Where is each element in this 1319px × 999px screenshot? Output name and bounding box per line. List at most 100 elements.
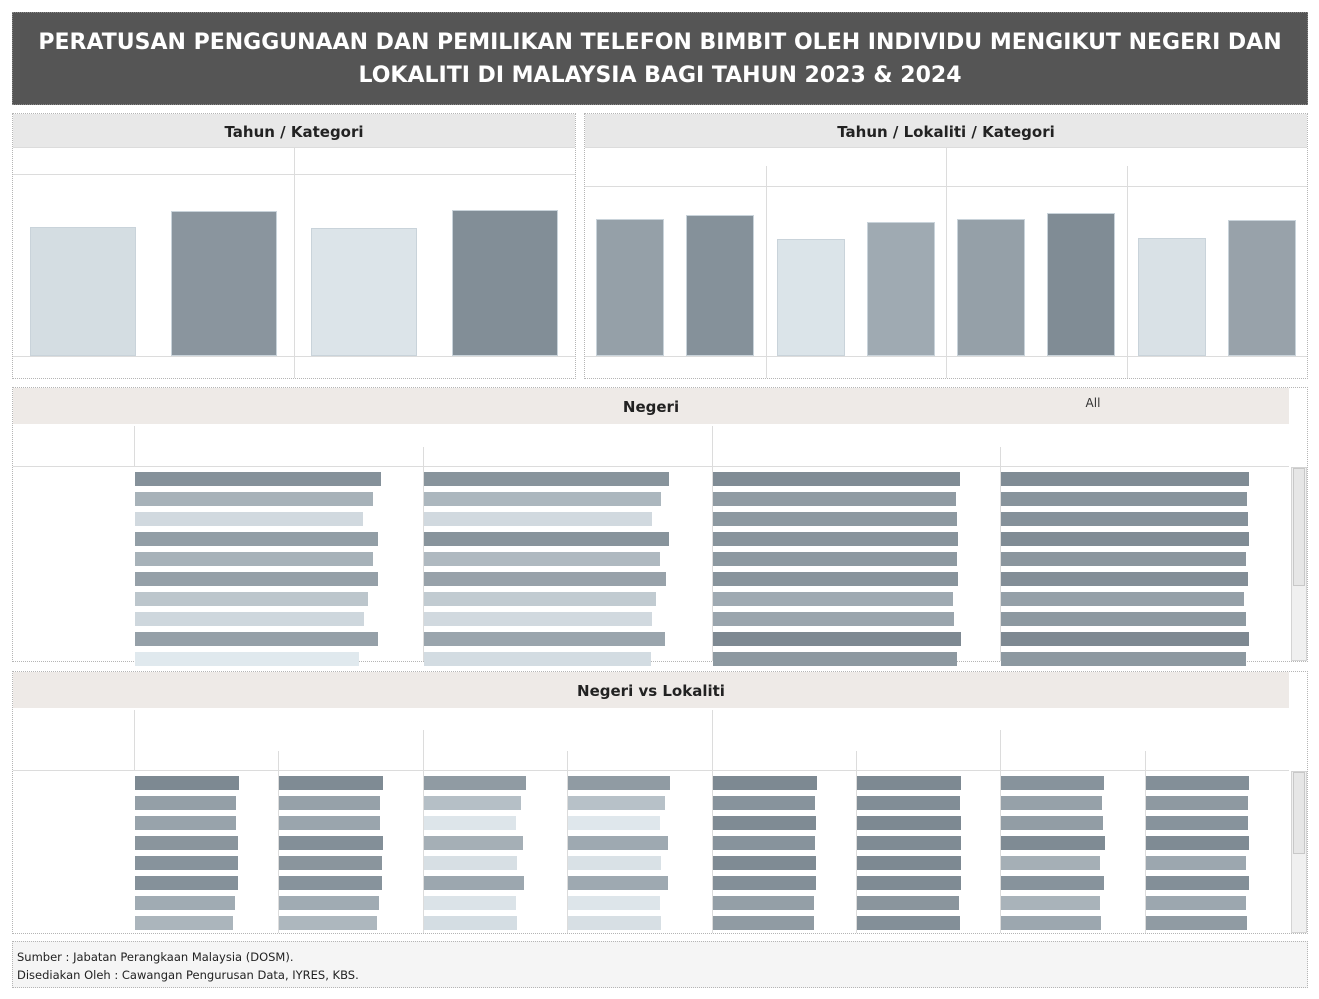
prepared-by-note: Disediakan Oleh : Cawangan Pengurusan Da… [17, 968, 359, 982]
bar-pemilikan-bandar-2023-kelantan [135, 816, 236, 830]
bar-pemilikan-luar-bandar-2023-pahang [423, 876, 524, 890]
locality-separator [765, 166, 767, 378]
negeri-section: Negeri All [12, 387, 1308, 666]
column-separator [1000, 447, 1002, 661]
negeri-filter[interactable]: All [1085, 396, 1101, 410]
bar-pemilikan-luar-bandar-2024-pahang [568, 876, 669, 890]
bar-pemilikan-2024-johor [423, 472, 670, 486]
bar-2023-pemilikan [30, 226, 137, 356]
source-note: Sumber : Jabatan Perangkaan Malaysia (DO… [17, 950, 294, 964]
bar-pemilikan-2024-pahang [423, 572, 666, 586]
bar-penggunaan-2024-pahang [1001, 572, 1249, 586]
bar-penggunaan-bandar-2023-kelantan [712, 816, 817, 830]
footer: Sumber : Jabatan Perangkaan Malaysia (DO… [12, 941, 1308, 988]
bar-pemilikan-luar-bandar-2024-perak [568, 896, 661, 910]
bar-pemilikan-luar-bandar-2024-kedah [568, 796, 665, 810]
bar-penggunaan-bandar-2023-pahang [712, 876, 816, 890]
bar-pemilikan-2024-perak [423, 592, 656, 606]
bar-penggunaan-luar-bandar-2023-perak [1001, 896, 1100, 910]
bar-pemilikan-luar-bandar-2023-johor [423, 776, 526, 790]
year-category-panel: Tahun / Kategori [12, 113, 576, 379]
bar-2023-bandar-penggunaan [686, 214, 755, 356]
column-separator [567, 751, 569, 933]
scrollbar-thumb[interactable] [1293, 468, 1305, 586]
bar-pemilikan-luar-bandar-2024-perlis [568, 916, 662, 930]
column-separator [422, 751, 424, 933]
bar-pemilikan-bandar-2024-melaka [279, 836, 383, 850]
column-separator [855, 751, 857, 933]
bar-penggunaan-2024-perak [1001, 592, 1244, 606]
bar-pemilikan-2024-sabah [423, 652, 652, 666]
bar-penggunaan-2024-melaka [1001, 532, 1249, 546]
bar-pemilikan-bandar-2024-kedah [279, 796, 381, 810]
bar-2024-luar-bandar-penggunaan [1227, 219, 1296, 356]
bar-penggunaan-bandar-2023-perlis [712, 916, 815, 930]
bar-pemilikan-bandar-2023-perak [135, 896, 235, 910]
bar-penggunaan-bandar-2024-perlis [856, 916, 961, 930]
bar-penggunaan-2023-pahang [712, 572, 959, 586]
bar-penggunaan-luar-bandar-2023-johor [1001, 776, 1105, 790]
table-scrollbar[interactable] [1291, 771, 1307, 933]
bar-penggunaan-bandar-2023-kedah [712, 796, 816, 810]
scrollbar-thumb[interactable] [1293, 772, 1305, 854]
label-column-divider [134, 426, 135, 467]
bar-pemilikan-luar-bandar-2024-johor [568, 776, 670, 790]
bar-pemilikan-luar-bandar-2023-melaka [423, 836, 523, 850]
bar-penggunaan-bandar-2024-kelantan [856, 816, 961, 830]
label-column-divider [134, 710, 135, 771]
bar-pemilikan-2023-perak [135, 592, 369, 606]
bar-pemilikan-bandar-2023-kedah [135, 796, 237, 810]
bar-pemilikan-luar-bandar-2024-kelantan [568, 816, 660, 830]
bar-pemilikan-bandar-2023-perlis [135, 916, 234, 930]
bar-penggunaan-luar-bandar-2023-kedah [1001, 796, 1103, 810]
bar-pemilikan-bandar-2023-johor [135, 776, 240, 790]
bar-2024-bandar-pemilikan [957, 219, 1026, 356]
bar-pemilikan-bandar-2024-negeri-sembilan [279, 856, 382, 870]
bar-pemilikan-2023-perlis [135, 612, 364, 626]
bar-pemilikan-luar-bandar-2023-perak [423, 896, 517, 910]
bar-penggunaan-bandar-2023-johor [712, 776, 817, 790]
bar-2024-bandar-penggunaan [1047, 213, 1116, 356]
bar-penggunaan-luar-bandar-2023-negeri-sembilan [1001, 856, 1101, 870]
bar-penggunaan-2024-kelantan [1001, 512, 1248, 526]
bar-penggunaan-2023-kelantan [712, 512, 957, 526]
bar-pemilikan-2024-perlis [423, 612, 652, 626]
bar-2023-penggunaan [170, 211, 277, 356]
bar-penggunaan-luar-bandar-2023-melaka [1001, 836, 1106, 850]
bar-penggunaan-2023-johor [712, 472, 960, 486]
bar-penggunaan-luar-bandar-2024-kelantan [1145, 816, 1249, 830]
bar-penggunaan-luar-bandar-2024-negeri-sembilan [1145, 856, 1246, 870]
bar-2023-luar-bandar-pemilikan [776, 238, 845, 356]
bar-penggunaan-bandar-2024-perak [856, 896, 960, 910]
bar-pemilikan-2023-kelantan [135, 512, 364, 526]
bar-pemilikan-2023-melaka [135, 532, 379, 546]
bar-penggunaan-luar-bandar-2023-pahang [1001, 876, 1105, 890]
group-separator [294, 147, 295, 378]
bar-pemilikan-2024-kedah [423, 492, 661, 506]
bar-penggunaan-2023-sabah [712, 652, 957, 666]
bar-penggunaan-bandar-2024-kedah [856, 796, 961, 810]
bar-pemilikan-luar-bandar-2023-kedah [423, 796, 521, 810]
bar-pemilikan-luar-bandar-2023-negeri-sembilan [423, 856, 517, 870]
bar-pemilikan-luar-bandar-2024-negeri-sembilan [568, 856, 661, 870]
bar-penggunaan-2024-negeri-sembilan [1001, 552, 1247, 566]
bar-pemilikan-bandar-2024-johor [279, 776, 384, 790]
bar-2024-pemilikan [311, 228, 418, 356]
table-scrollbar[interactable] [1291, 467, 1307, 661]
bar-pemilikan-luar-bandar-2023-perlis [423, 916, 517, 930]
bar-pemilikan-luar-bandar-2023-kelantan [423, 816, 516, 830]
bar-pemilikan-bandar-2024-perak [279, 896, 380, 910]
bar-pemilikan-bandar-2024-pahang [279, 876, 383, 890]
bar-penggunaan-luar-bandar-2024-pahang [1145, 876, 1249, 890]
bar-penggunaan-2023-perlis [712, 612, 954, 626]
column-separator [1000, 751, 1002, 933]
lokaliti-section: Negeri vs Lokaliti [12, 671, 1308, 934]
bar-pemilikan-2023-johor [135, 472, 382, 486]
bar-pemilikan-2024-kelantan [423, 512, 652, 526]
column-separator [711, 751, 713, 933]
bar-penggunaan-luar-bandar-2024-melaka [1145, 836, 1250, 850]
bar-penggunaan-luar-bandar-2024-perak [1145, 896, 1246, 910]
bar-penggunaan-bandar-2024-negeri-sembilan [856, 856, 961, 870]
page-title: PERATUSAN PENGGUNAAN DAN PEMILIKAN TELEF… [12, 12, 1308, 105]
locality-separator [946, 147, 947, 378]
